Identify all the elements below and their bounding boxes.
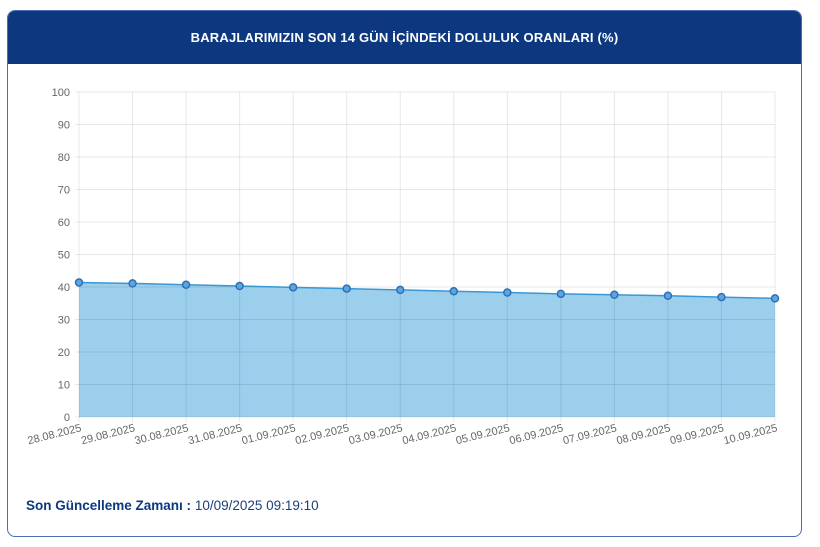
data-point [663, 291, 673, 301]
x-tick-label: 30.08.2025 [133, 422, 189, 447]
x-tick-label: 06.09.2025 [508, 422, 564, 447]
data-point [556, 289, 566, 299]
y-tick-label: 70 [58, 185, 70, 197]
y-tick-label: 50 [58, 250, 70, 262]
data-point [503, 288, 512, 297]
y-tick-label: 80 [58, 152, 70, 164]
data-point [342, 284, 351, 293]
x-tick-label: 05.09.2025 [455, 422, 511, 447]
y-tick-label: 60 [58, 217, 70, 229]
x-tick-label: 10.09.2025 [722, 422, 778, 447]
data-point [395, 285, 405, 295]
chart-title: BARAJLARIMIZIN SON 14 GÜN İÇİNDEKİ DOLUL… [8, 11, 801, 64]
x-tick-label: 29.08.2025 [80, 422, 136, 447]
y-tick-label: 10 [58, 380, 70, 392]
y-tick-label: 40 [58, 282, 70, 294]
x-tick-label: 08.09.2025 [615, 422, 671, 447]
x-tick-label: 07.09.2025 [562, 422, 618, 447]
area-fill [79, 282, 775, 417]
data-point [449, 286, 459, 296]
last-update: Son Güncelleme Zamanı : 10/09/2025 09:19… [26, 498, 319, 513]
series-line [78, 281, 776, 300]
x-tick-label: 31.08.2025 [187, 422, 243, 447]
data-point [181, 280, 191, 289]
y-tick-label: 20 [58, 347, 70, 359]
last-update-value: 10/09/2025 09:19:10 [194, 498, 319, 513]
data-point [610, 290, 619, 300]
data-point [74, 278, 84, 287]
last-update-label: Son Güncelleme Zamanı : [26, 498, 192, 513]
x-tick-label: 01.09.2025 [241, 422, 297, 447]
y-tick-label: 90 [58, 120, 70, 132]
x-tick-label: 03.09.2025 [348, 422, 404, 447]
data-point [235, 281, 244, 291]
data-point [717, 292, 726, 302]
y-tick-label: 30 [58, 315, 70, 327]
x-tick-label: 09.09.2025 [669, 422, 725, 447]
y-tick-label: 100 [52, 87, 70, 99]
x-tick-label: 02.09.2025 [294, 422, 350, 447]
data-point [288, 283, 298, 292]
chart-card: BARAJLARIMIZIN SON 14 GÜN İÇİNDEKİ DOLUL… [7, 10, 802, 537]
x-tick-label: 04.09.2025 [401, 422, 457, 447]
y-tick-label: 0 [64, 412, 70, 424]
data-point [128, 279, 137, 288]
data-point [770, 294, 780, 303]
x-tick-label: 28.08.2025 [26, 422, 82, 447]
